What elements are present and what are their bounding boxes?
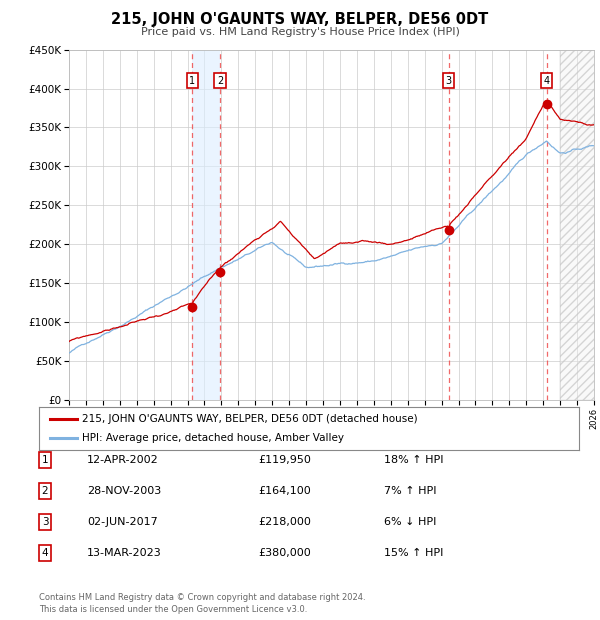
Text: 7% ↑ HPI: 7% ↑ HPI <box>384 486 437 496</box>
Text: 2: 2 <box>217 76 223 86</box>
Bar <box>192 50 220 400</box>
Text: 28-NOV-2003: 28-NOV-2003 <box>87 486 161 496</box>
Text: HPI: Average price, detached house, Amber Valley: HPI: Average price, detached house, Ambe… <box>82 433 344 443</box>
Text: 13-MAR-2023: 13-MAR-2023 <box>87 548 162 558</box>
Text: 18% ↑ HPI: 18% ↑ HPI <box>384 455 443 465</box>
Bar <box>560 50 600 400</box>
Text: 1: 1 <box>41 455 49 465</box>
Text: £380,000: £380,000 <box>258 548 311 558</box>
Text: 215, JOHN O'GAUNTS WAY, BELPER, DE56 0DT: 215, JOHN O'GAUNTS WAY, BELPER, DE56 0DT <box>112 12 488 27</box>
Text: £119,950: £119,950 <box>258 455 311 465</box>
Text: £218,000: £218,000 <box>258 517 311 527</box>
Text: 02-JUN-2017: 02-JUN-2017 <box>87 517 158 527</box>
Bar <box>560 50 600 400</box>
Text: 12-APR-2002: 12-APR-2002 <box>87 455 159 465</box>
Text: 4: 4 <box>41 548 49 558</box>
Text: 6% ↓ HPI: 6% ↓ HPI <box>384 517 436 527</box>
Text: 1: 1 <box>189 76 196 86</box>
Text: 15% ↑ HPI: 15% ↑ HPI <box>384 548 443 558</box>
Text: 215, JOHN O'GAUNTS WAY, BELPER, DE56 0DT (detached house): 215, JOHN O'GAUNTS WAY, BELPER, DE56 0DT… <box>82 414 418 423</box>
Text: 2: 2 <box>41 486 49 496</box>
Text: Price paid vs. HM Land Registry's House Price Index (HPI): Price paid vs. HM Land Registry's House … <box>140 27 460 37</box>
Text: 3: 3 <box>446 76 452 86</box>
Text: 3: 3 <box>41 517 49 527</box>
Text: 4: 4 <box>544 76 550 86</box>
Text: Contains HM Land Registry data © Crown copyright and database right 2024.
This d: Contains HM Land Registry data © Crown c… <box>39 593 365 614</box>
Text: £164,100: £164,100 <box>258 486 311 496</box>
